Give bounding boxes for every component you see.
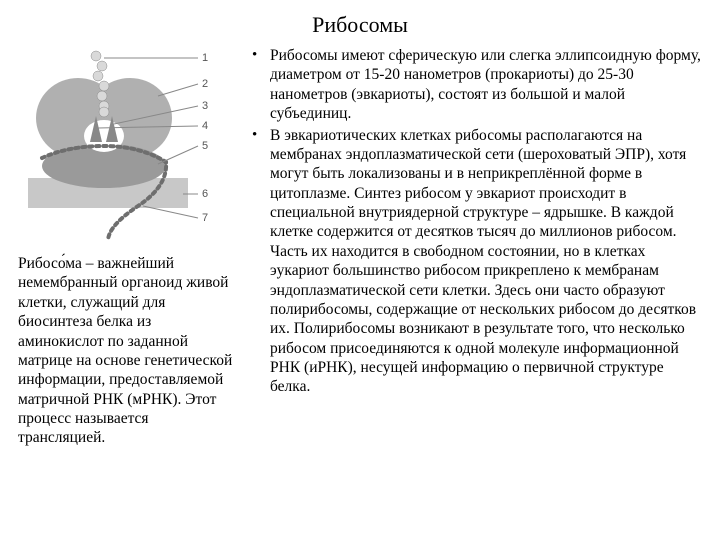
definition-text: Рибосо́ма – важнейший немембранный орган… xyxy=(18,246,238,448)
diagram-label-1: 1 xyxy=(202,52,208,64)
diagram-label-7: 7 xyxy=(202,212,208,224)
bullet-item: В эвкариотических клетках рибосомы распо… xyxy=(248,126,702,397)
content-row: 1 2 3 4 5 6 7 Рибосо́ма – важнейший неме… xyxy=(0,46,720,448)
right-column: Рибосомы имеют сферическую или слегка эл… xyxy=(238,46,702,448)
page-title: Рибосомы xyxy=(0,0,720,46)
left-column: 1 2 3 4 5 6 7 Рибосо́ма – важнейший неме… xyxy=(18,46,238,448)
diagram-label-3: 3 xyxy=(202,100,208,112)
bullet-list: Рибосомы имеют сферическую или слегка эл… xyxy=(248,46,702,397)
bullet-item: Рибосомы имеют сферическую или слегка эл… xyxy=(248,46,702,124)
ribosome-diagram: 1 2 3 4 5 6 7 xyxy=(18,46,228,246)
diagram-label-6: 6 xyxy=(202,188,208,200)
diagram-label-5: 5 xyxy=(202,140,208,152)
diagram-label-4: 4 xyxy=(202,120,208,132)
diagram-label-2: 2 xyxy=(202,78,208,90)
